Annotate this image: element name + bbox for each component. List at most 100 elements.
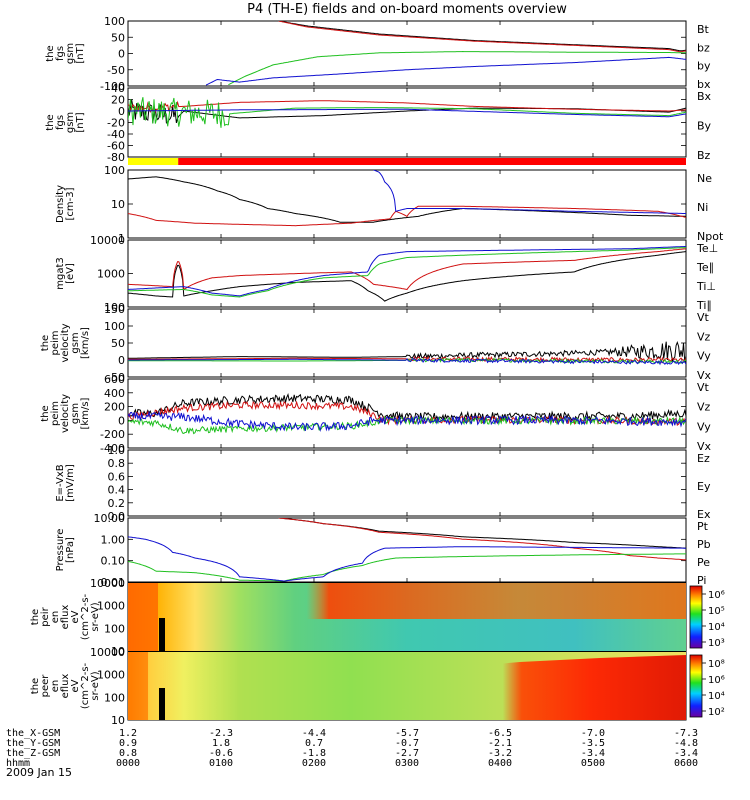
ion-spectrogram (128, 583, 686, 651)
series-group-temperature (128, 246, 686, 302)
legend-fgs-detrended-Bz: Bz (697, 149, 711, 162)
y-tick-label-ion-spectrogram: 10000 (90, 577, 125, 590)
legend-pressure-Pt: Pt (697, 520, 709, 533)
x-tick-value: 0.8 (119, 748, 137, 759)
x-tick-value: -7.0 (581, 728, 605, 739)
y-tick-label-velocity-2: -400 (100, 442, 125, 455)
y-axis-label-line: velocity (60, 394, 71, 433)
series-velocity-2-0 (128, 392, 686, 422)
x-tick-value: -4.4 (302, 728, 326, 739)
y-tick-label-pressure: 10.00 (94, 512, 126, 525)
series-group-fgs-main (205, 21, 686, 86)
y-tick-label-temperature: 100 (104, 301, 125, 314)
legend-velocity-1-Vt: Vt (697, 311, 710, 324)
x-tick-value: -0.7 (395, 738, 419, 749)
series-pressure-0 (278, 518, 686, 549)
y-axis-label-line: velocity (60, 323, 71, 362)
y-tick-label-fgs-detrended: -20 (107, 117, 125, 130)
y-axis-label-velocity-1: the peim velocity gsm [km/s] (40, 323, 91, 362)
y-axis-label-line: the (45, 45, 56, 61)
y-axis-label-line: gsm (70, 332, 81, 353)
x-tick-value: -1.8 (302, 748, 326, 759)
y-tick-label-pressure: 0.10 (101, 555, 126, 568)
series-velocity-2-2 (128, 415, 686, 435)
y-axis-label-line: eV (70, 679, 81, 692)
panel-pressure: 10.00 1.00 0.10 0.01 Pressure [nPa] Pt Pb Pe Pi (55, 512, 711, 589)
series-fgs-detrended-1 (128, 100, 686, 114)
y-axis-label-line: E=-VxB (55, 464, 66, 501)
ion-spectrogram-hot-band (128, 583, 686, 619)
y-tick-label-velocity-2: 400 (104, 387, 125, 400)
y-tick-label-temperature: 1000 (97, 268, 125, 281)
series-layer (128, 21, 686, 582)
series-group-density (128, 170, 686, 227)
y-tick-label-density: 1 (118, 232, 125, 245)
series-fgs-main-1 (278, 21, 686, 53)
panel-density: 100 10 1 Density [cm-3] Ne Ni Npot (55, 164, 724, 245)
electron-spectrogram-hot-region (370, 655, 686, 720)
y-tick-label-velocity-2: 0 (118, 414, 125, 427)
legend-fgs-main-bx: bx (697, 78, 711, 91)
x-tick-value: -3.5 (581, 738, 605, 749)
y-axis-label-electron-spectrogram: the peer en eflux eV (cm^2-s-sr-eV) (30, 662, 101, 709)
x-tick-value: -3.2 (488, 748, 512, 759)
y-axis-label-ion-spectrogram: the peir en eflux eV (cm^2-s-sr-eV) (30, 593, 101, 640)
x-tick-value: -5.7 (395, 728, 419, 739)
colorbar-tick-label: 10⁵ (708, 606, 725, 617)
y-axis-label-line: fgs (55, 115, 66, 130)
y-axis-label-density: Density [cm-3] (55, 185, 76, 223)
y-tick-label-density: 10 (111, 198, 125, 211)
series-pressure-2 (128, 553, 686, 582)
y-axis-label-line: [nT] (75, 112, 86, 132)
mode-bar (128, 158, 686, 165)
colorbar-tick-label: 10⁶ (708, 590, 725, 601)
legend-pressure-Pb: Pb (697, 538, 711, 551)
panel-fgs-main: 100 50 0 -50 -100 the fgs gsm [nT] Bt bz by bx (45, 15, 711, 93)
x-row-label: the_X-GSM (6, 728, 60, 739)
series-pressure-1 (278, 518, 686, 561)
y-axis-label-line: peir (40, 606, 51, 626)
series-density-1 (128, 205, 686, 227)
y-axis-label-line: en (50, 680, 61, 693)
y-axis-label-line: sr-eV) (90, 602, 101, 631)
x-row-label: hhmm (6, 758, 30, 769)
ion-spectrogram-gap (159, 618, 165, 651)
y-tick-label-fgs-main: 100 (104, 15, 125, 28)
y-tick-label-velocity-1: -50 (107, 371, 125, 384)
y-axis-label-line: the (30, 609, 41, 625)
y-axis-label-line: gsm (65, 43, 76, 64)
electron-spectrogram (128, 652, 686, 720)
frame-fgs-detrended (127, 87, 687, 158)
legend-pressure-Pi: Pi (697, 574, 706, 587)
y-axis-label-fgs-main: the fgs gsm [nT] (45, 43, 86, 64)
colorbar-ion: 10⁶ 10⁵ 10⁴ 10³ (689, 585, 725, 649)
colorbar-ion-scale (689, 585, 703, 649)
x-tick-value: 0600 (674, 758, 698, 769)
y-axis-label-efield: E=-VxB [mV/m] (55, 464, 76, 502)
y-axis-label-line: fgs (55, 46, 66, 61)
series-group-fgs-detrended (128, 97, 686, 128)
y-tick-label-density: 100 (104, 164, 125, 177)
y-axis-label-line: gsm (70, 403, 81, 424)
y-axis-label-line: gsm (65, 112, 76, 133)
x-tick-value: 0.9 (119, 738, 137, 749)
y-axis-label-line: sr-eV) (90, 671, 101, 700)
y-tick-label-velocity-2: -200 (100, 428, 125, 441)
x-tick-value: 0.7 (305, 738, 323, 749)
y-tick-label-ion-spectrogram: 1000 (97, 600, 125, 613)
y-tick-label-temperature: 10000 (90, 234, 125, 247)
y-axis-label-line: mgat3 (55, 257, 66, 290)
y-axis-label-line: the (45, 114, 56, 130)
x-tick-value: -2.1 (488, 738, 512, 749)
series-velocity-1-3 (128, 357, 686, 366)
y-tick-label-electron-spectrogram: 10 (111, 714, 125, 727)
y-axis-label-line: the (40, 335, 51, 351)
x-row-label: the_Z-GSM (6, 748, 60, 759)
y-tick-label-fgs-main: -100 (100, 80, 125, 93)
x-tick-value: -3.4 (674, 748, 698, 759)
legend-temperature-Te⊥: Te⊥ (696, 242, 718, 255)
colorbar-tick-label: 10⁴ (708, 691, 725, 702)
y-tick-label-electron-spectrogram: 100 (104, 691, 125, 704)
